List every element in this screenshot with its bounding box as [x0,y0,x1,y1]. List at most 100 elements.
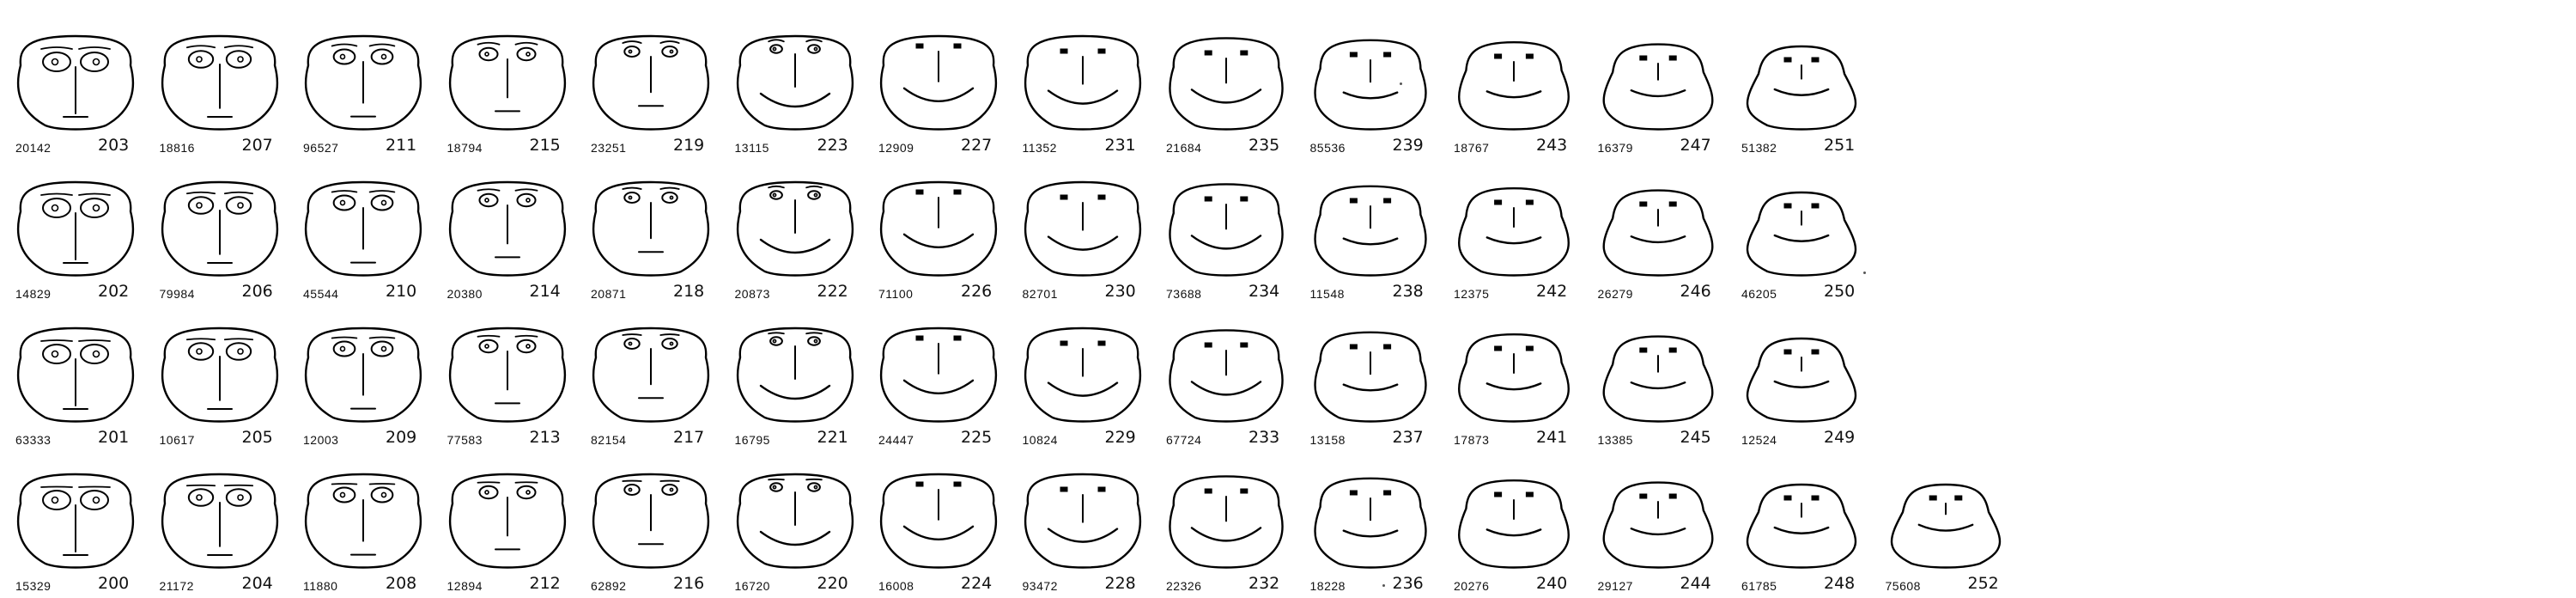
face-number-label: 203 [98,136,129,155]
mouth-curve [1192,235,1261,248]
pupil-icon [237,57,242,62]
brow-line [660,188,678,190]
pupil-icon [94,205,100,211]
face-outline [1603,45,1712,130]
mouth-curve [761,240,829,253]
face-drawing [582,158,723,287]
face-number-label: 206 [242,282,273,301]
eye-icon [1205,197,1212,201]
face-code-label: 20142 [15,141,51,155]
eye-icon [1526,346,1533,351]
face-number-label: 212 [530,574,561,593]
mouth-curve [1343,93,1396,99]
face-code-label: 21172 [160,579,194,593]
face-outline [1170,184,1282,275]
eye-icon [1060,49,1067,53]
eye-icon [916,336,923,340]
face-cell: 93472 228 [1014,450,1155,598]
pupil-icon [526,345,529,348]
brow-line [477,189,499,191]
face-cell: 82154 217 [582,304,723,452]
face-cell: 18816 207 [151,12,292,160]
mouth-curve [1048,529,1117,542]
eye-icon [954,482,961,486]
mouth-curve [1343,239,1396,245]
face-drawing [151,158,292,287]
face-number-label: 208 [386,574,416,593]
face-outline [881,474,996,568]
face-drawing [439,450,580,579]
face-code-label: 16379 [1598,141,1633,155]
face-code-label: 20380 [447,287,483,301]
eye-icon [1669,202,1676,206]
eye-icon [1241,197,1248,201]
brow-line [370,484,395,485]
eye-icon [1495,200,1502,204]
eye-icon [1812,204,1819,208]
face-cell: 10824 229 [1014,304,1155,452]
face-number-label: 211 [386,136,416,155]
face-cell: 77583 213 [439,304,580,452]
face-drawing [870,158,1011,287]
face-cell: 12375 242 [1445,158,1586,306]
eye-icon [916,190,923,194]
brow-line [806,479,822,480]
face-drawing [1877,450,2018,579]
face-drawing [1445,304,1586,433]
mouth-curve [904,527,973,540]
mouth-curve [1775,235,1828,241]
face-number-label: 223 [817,136,848,155]
face-cell: 73688 234 [1157,158,1298,306]
brow-line [769,40,784,41]
face-cell: 82701 230 [1014,158,1155,306]
face-outline [1170,38,1282,129]
mouth-curve [1775,528,1828,534]
face-number-label: 236 [1393,574,1424,593]
face-number-label: 251 [1824,136,1855,155]
face-drawing [1445,12,1586,141]
face-number-label: 249 [1824,428,1855,447]
mouth-curve [904,88,973,101]
face-number-label: 247 [1680,136,1711,155]
eye-icon [1812,350,1819,354]
face-drawing [151,450,292,579]
pupil-icon [484,52,488,56]
brow-line [332,191,357,192]
pupil-icon [381,346,386,351]
face-drawing [870,450,1011,579]
eye-icon [1929,496,1936,500]
face-code-label: 46205 [1741,287,1777,301]
brow-line [79,194,110,196]
eye-icon [1383,198,1390,203]
face-outline [1315,333,1425,422]
pupil-icon [670,50,672,52]
eye-icon [1812,496,1819,500]
pupil-icon [773,47,775,50]
face-drawing [151,304,292,433]
face-outline [1603,337,1712,422]
eye-icon [1495,492,1502,497]
eye-icon [188,343,212,359]
pupil-icon [670,196,672,198]
eye-icon [1060,195,1067,199]
face-drawing [1445,158,1586,287]
face-code-label: 82154 [591,433,626,447]
pupil-icon [52,351,58,357]
face-number-label: 233 [1249,428,1279,447]
face-code-label: 13115 [735,141,769,155]
pupil-icon [526,491,529,494]
brow-line [806,40,822,41]
pupil-icon [484,491,488,494]
face-drawing [439,304,580,433]
eye-icon [1383,52,1390,57]
eye-icon [1639,348,1646,352]
face-cell: 96527 211 [295,12,435,160]
face-outline [1747,192,1856,276]
face-code-label: 75608 [1886,579,1921,593]
brow-line [41,340,72,341]
face-drawing [1014,158,1155,287]
face-outline [1170,330,1282,421]
face-number-label: 242 [1536,282,1567,301]
face-number-label: 200 [98,574,129,593]
pupil-icon [670,488,672,491]
